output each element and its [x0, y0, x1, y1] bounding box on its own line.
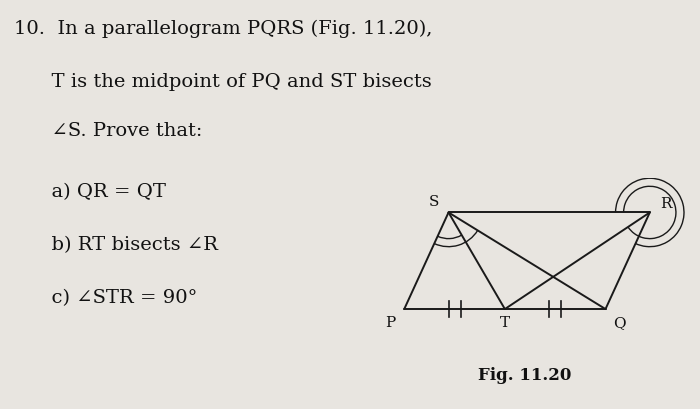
Text: ∠S. Prove that:: ∠S. Prove that: — [14, 122, 202, 140]
Text: 10.  In a parallelogram PQRS (Fig. 11.20),: 10. In a parallelogram PQRS (Fig. 11.20)… — [14, 20, 433, 38]
Text: R: R — [660, 198, 671, 211]
Text: Fig. 11.20: Fig. 11.20 — [478, 367, 572, 384]
Text: b) RT bisects ∠R: b) RT bisects ∠R — [14, 236, 218, 254]
Text: a) QR = QT: a) QR = QT — [14, 183, 166, 201]
Text: P: P — [385, 316, 396, 330]
Text: Q: Q — [613, 316, 626, 330]
Text: T is the midpoint of PQ and ST bisects: T is the midpoint of PQ and ST bisects — [14, 73, 432, 91]
Text: c) ∠STR = 90°: c) ∠STR = 90° — [14, 290, 197, 308]
Text: T: T — [500, 316, 510, 330]
Text: S: S — [429, 196, 440, 209]
